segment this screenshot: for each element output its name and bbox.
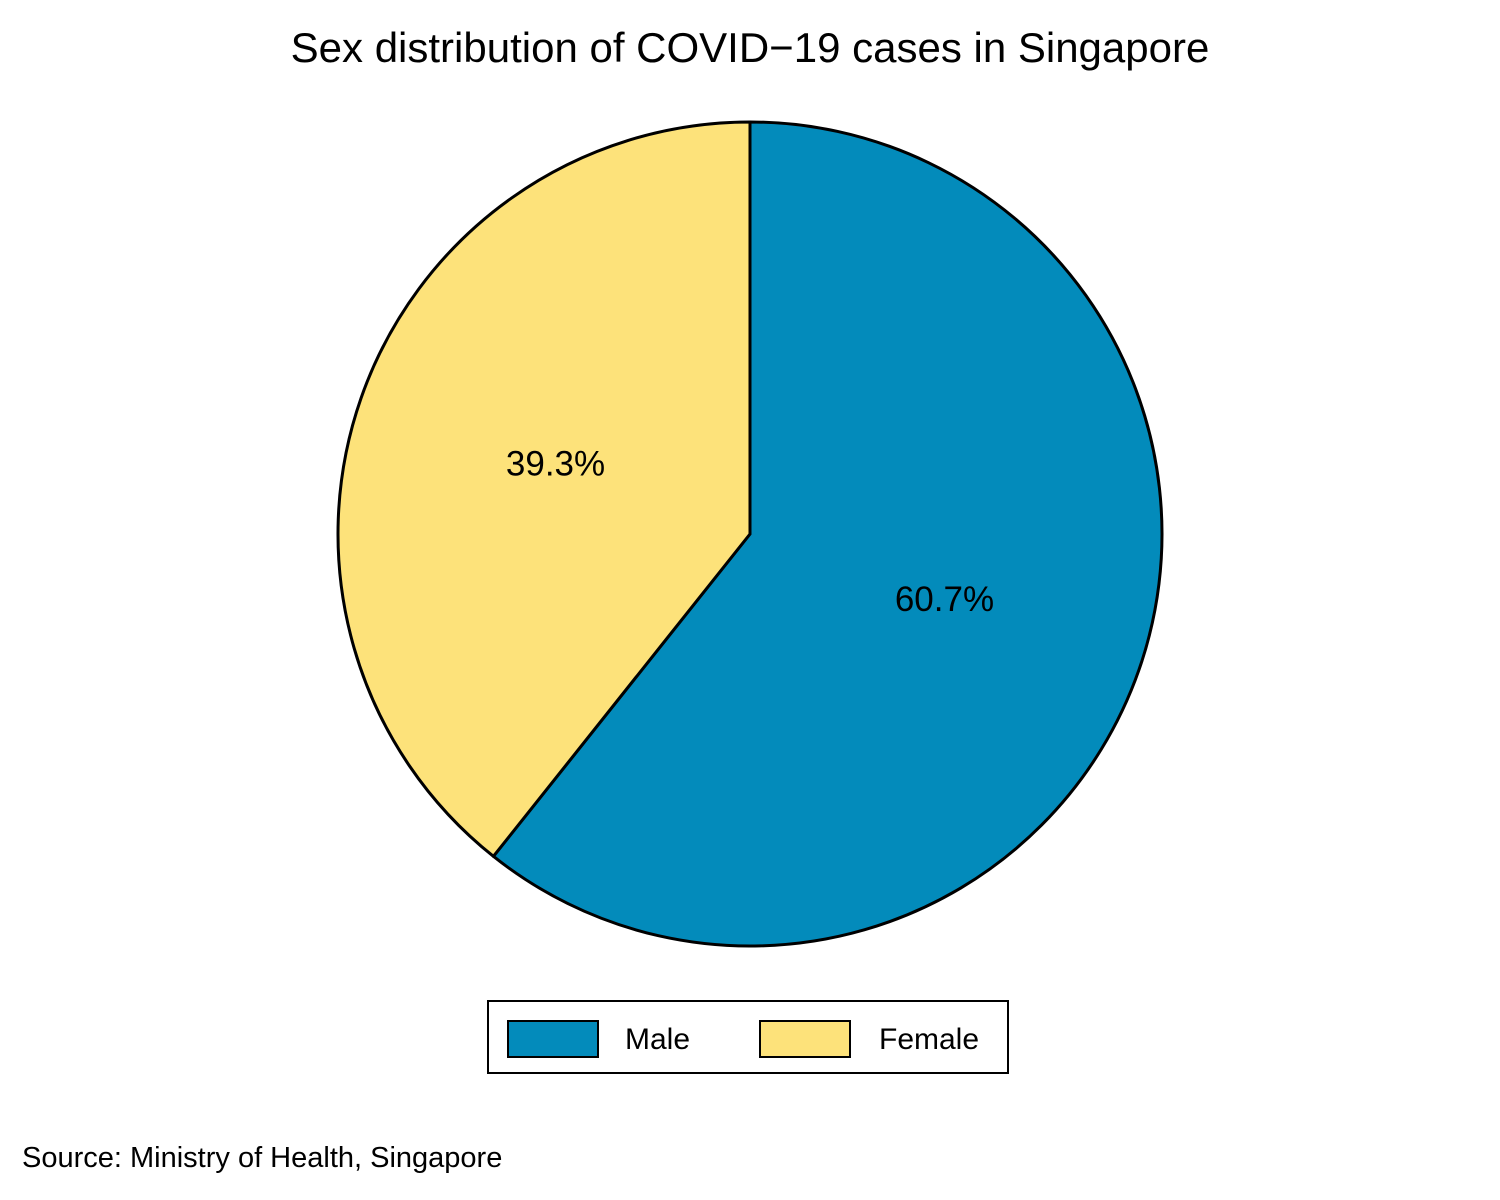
- pie-slice-male: [491, 120, 1164, 948]
- chart-title: Sex distribution of COVID−19 cases in Si…: [290, 24, 1210, 71]
- pie-slices: [336, 120, 1164, 948]
- pie-label-male: 60.7%: [895, 580, 994, 619]
- legend: Male Female: [487, 1000, 1009, 1074]
- pie-labels: 60.7% 39.3%: [506, 444, 994, 619]
- pie-label-female: 39.3%: [506, 444, 605, 483]
- legend-swatch-female: [759, 1020, 851, 1058]
- legend-label-male: Male: [625, 1023, 691, 1056]
- legend-label-female: Female: [879, 1023, 980, 1056]
- source-note: Source: Ministry of Health, Singapore: [22, 1142, 503, 1174]
- legend-swatch-male: [507, 1020, 599, 1058]
- pie-slice-female: [336, 120, 752, 858]
